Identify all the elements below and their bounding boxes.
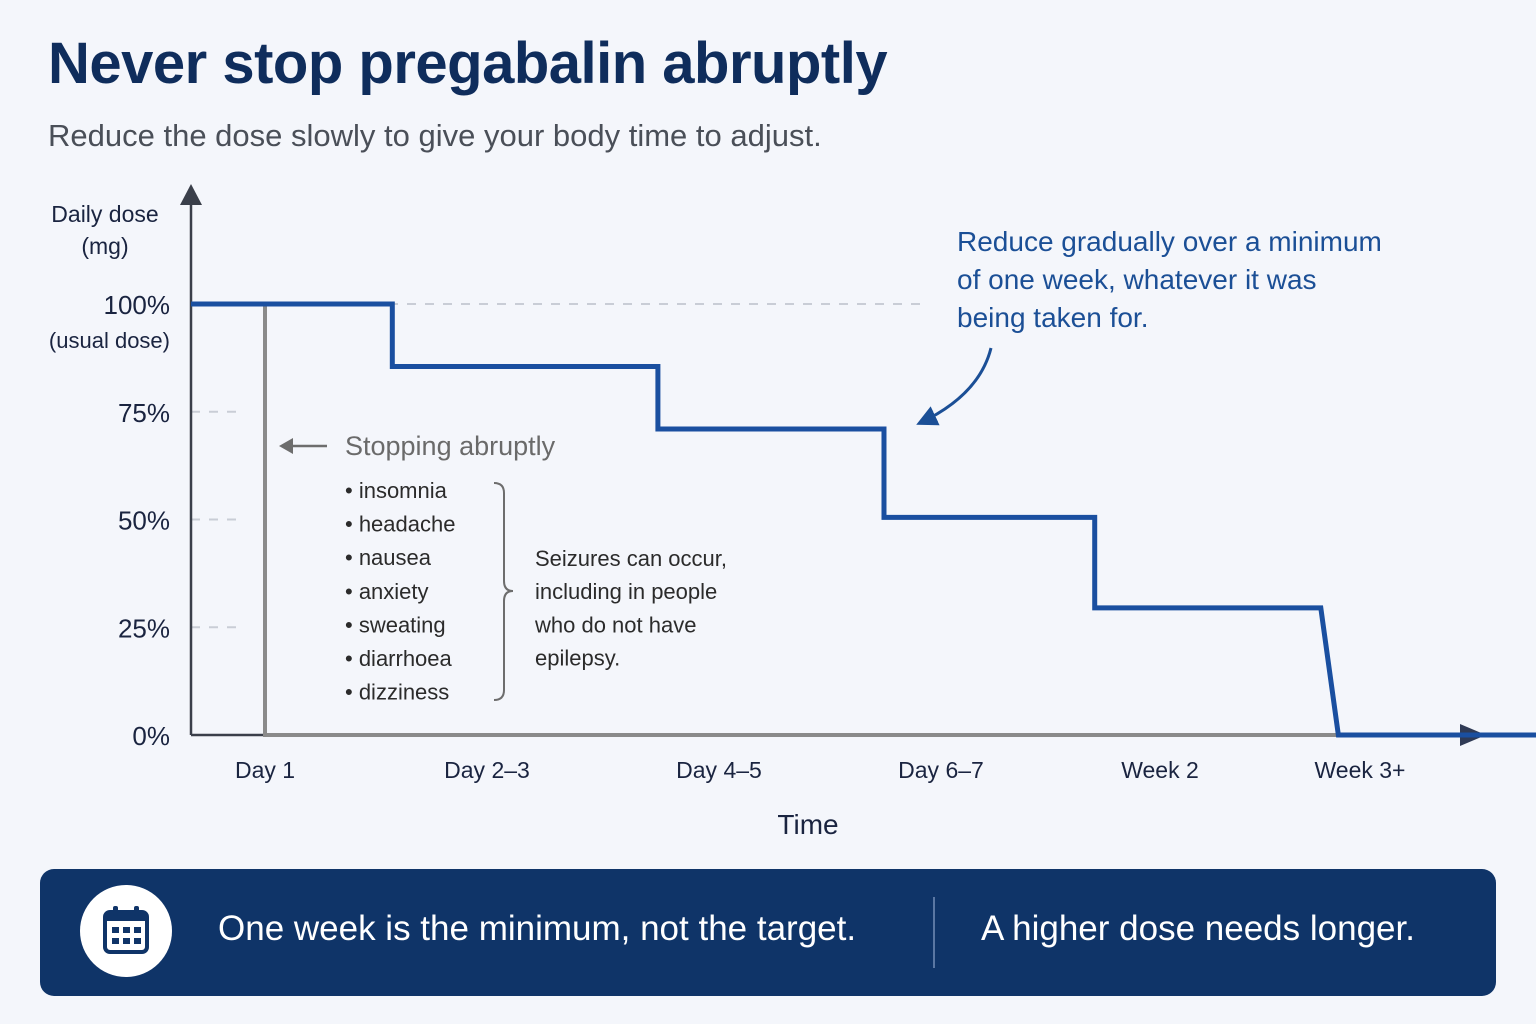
banner-higher-dose-text: A higher dose needs longer. [981,909,1415,948]
abrupt-title: Stopping abruptly [345,431,556,461]
symptom-item: • sweating [345,612,446,637]
symptom-item: • dizziness [345,680,449,705]
symptom-brace [493,482,514,701]
gradual-annotation-text: of one week, whatever it was [957,264,1317,295]
page-title: Never stop pregabalin abruptly [48,31,888,96]
symptom-item: • insomnia [345,478,448,503]
y-axis-arrow [180,184,202,205]
y-tick-label: 25% [118,613,170,643]
y-axis-label: (mg) [81,233,128,259]
banner-minimum-text: One week is the minimum, not the target. [218,909,857,948]
seizure-note: Seizures can occur, [535,546,727,571]
symptom-item: • diarrhoea [345,646,453,671]
y-tick-label: 0% [132,721,170,751]
annotation-arrow [916,347,993,426]
x-tick-label: Day 4–5 [676,757,762,783]
y-tick-label: 75% [118,398,170,428]
page-subtitle: Reduce the dose slowly to give your body… [48,118,822,153]
gradual-annotation-text: being taken for. [957,302,1148,333]
x-tick-label: Day 6–7 [898,757,984,783]
abrupt-stop-line [263,304,1339,737]
dose-taper-chart: 100% (usual dose) 75% 50% 25% 0% Daily dose (mg… [49,184,1536,840]
gradual-taper-line [191,301,1536,738]
y-tick-label: 50% [118,506,170,536]
x-tick-label: Day 2–3 [444,757,530,783]
symptom-item: • headache [345,512,455,537]
seizure-note: who do not have [534,612,696,637]
key-message-banner: One week is the minimum, not the target.… [40,869,1496,996]
calendar-icon [80,885,172,977]
y-tick-sublabel: (usual dose) [49,328,170,353]
banner-divider [933,897,935,968]
y-axis-label: Daily dose [51,201,158,227]
seizure-note: epilepsy. [535,646,620,671]
x-tick-label: Week 3+ [1315,757,1406,783]
seizure-note: including in people [535,579,717,604]
x-axis-label: Time [777,809,838,840]
left-arrow-icon [279,438,293,454]
symptom-item: • nausea [345,545,432,570]
symptom-item: • anxiety [345,579,429,604]
gradual-annotation-text: Reduce gradually over a minimum [957,226,1382,257]
y-tick-label: 100% [104,290,171,320]
x-tick-label: Week 2 [1121,757,1199,783]
x-tick-label: Day 1 [235,757,295,783]
